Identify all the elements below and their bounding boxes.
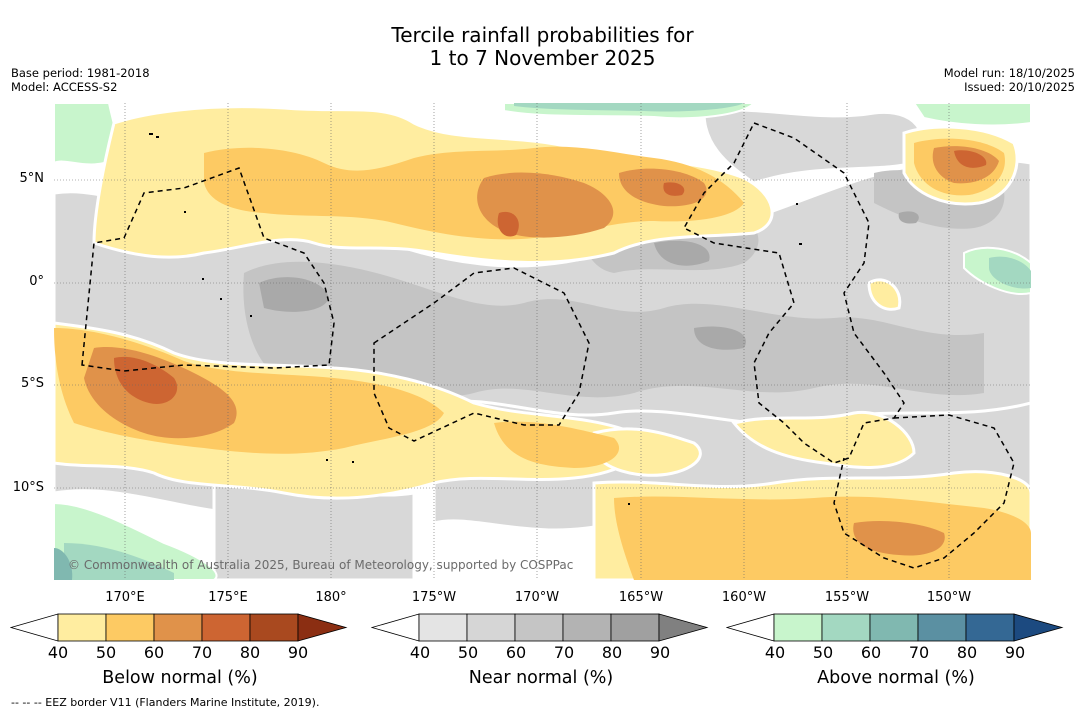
colorbar-arrow-low [726,613,775,642]
map-title-line1: Tercile rainfall probabilities for [391,23,694,47]
rainfall-probability-map [54,103,1031,580]
issued-label: Issued: 20/10/2025 [964,80,1075,94]
lat-label-5n: 5°N [19,171,45,186]
colorbar-swatch [153,613,203,642]
cb-near-tick: 70 [553,643,575,662]
cb-below-tick: 90 [287,643,309,662]
colorbar-swatch [869,613,919,642]
colorbar-swatch [610,613,660,642]
colorbar-arrow-low [371,613,420,642]
colorbar-swatch [917,613,967,642]
colorbar-swatch [105,613,155,642]
base-period-label: Base period: 1981-2018 [11,66,150,80]
lon-label-160w: 160°W [721,590,767,605]
cb-near-tick: 60 [505,643,527,662]
colorbar-arrow-high [658,613,709,642]
lon-label-180: 180° [315,590,347,605]
colorbar-near-normal [371,613,709,642]
cb-below-tick: 50 [95,643,117,662]
colorbar-arrow-high [297,613,348,642]
colorbar-below-normal [10,613,348,642]
below-normal-80 [114,150,987,404]
colorbar-above-label: Above normal (%) [817,668,975,688]
above-normal-70 [54,548,73,580]
colorbar-arrow-high [1013,613,1064,642]
lat-label-5s: 5°S [20,376,44,391]
colorbar-above-normal [726,613,1064,642]
lat-label-0: 0° [29,274,44,289]
island-markers [149,133,802,505]
cb-above-tick: 60 [860,643,882,662]
graticule [54,103,1031,580]
cb-below-tick: 60 [143,643,165,662]
above-normal-60 [64,103,1031,580]
colorbar-swatch [57,613,107,642]
colorbar-swatch [418,613,468,642]
near-normal-dark-patches [259,211,919,350]
map-title-line2: 1 to 7 November 2025 [429,46,656,70]
cb-above-tick: 70 [908,643,930,662]
copyright-notice: © Commonwealth of Australia 2025, Bureau… [68,558,574,572]
cb-above-tick: 40 [764,643,786,662]
cb-above-tick: 50 [812,643,834,662]
lon-label-165w: 165°W [618,590,664,605]
lon-label-170e: 170°E [105,590,145,605]
cb-above-tick: 80 [956,643,978,662]
cb-below-tick: 80 [239,643,261,662]
lat-label-10s: 10°S [12,480,44,495]
cb-near-tick: 50 [457,643,479,662]
colorbar-swatch [562,613,612,642]
cb-near-tick: 40 [409,643,431,662]
cb-below-tick: 40 [47,643,69,662]
model-label: Model: ACCESS-S2 [11,80,118,94]
cb-above-tick: 90 [1004,643,1026,662]
cb-below-tick: 70 [191,643,213,662]
lon-label-170w: 170°W [514,590,560,605]
colorbar-swatch [821,613,871,642]
lon-label-175e: 175°E [208,590,248,605]
colorbar-near-swatches [371,613,709,642]
colorbar-below-swatches [10,613,348,642]
eez-borders [81,122,1015,569]
colorbar-swatch [514,613,564,642]
cb-near-tick: 80 [601,643,623,662]
colorbar-swatch [773,613,823,642]
model-run-label: Model run: 18/10/2025 [943,66,1075,80]
colorbar-swatch [466,613,516,642]
eez-legend-note: -- -- -- EEZ border V11 (Flanders Marine… [11,696,320,709]
colorbar-swatch [249,613,299,642]
colorbar-arrow-low [10,613,59,642]
colorbar-swatch [201,613,251,642]
cb-near-tick: 90 [649,643,671,662]
lon-label-175w: 175°W [411,590,457,605]
lon-label-155w: 155°W [824,590,870,605]
colorbar-below-label: Below normal (%) [102,668,258,688]
colorbar-near-label: Near normal (%) [468,668,614,688]
colorbar-swatch [965,613,1015,642]
colorbar-above-swatches [726,613,1064,642]
lon-label-150w: 150°W [926,590,972,605]
